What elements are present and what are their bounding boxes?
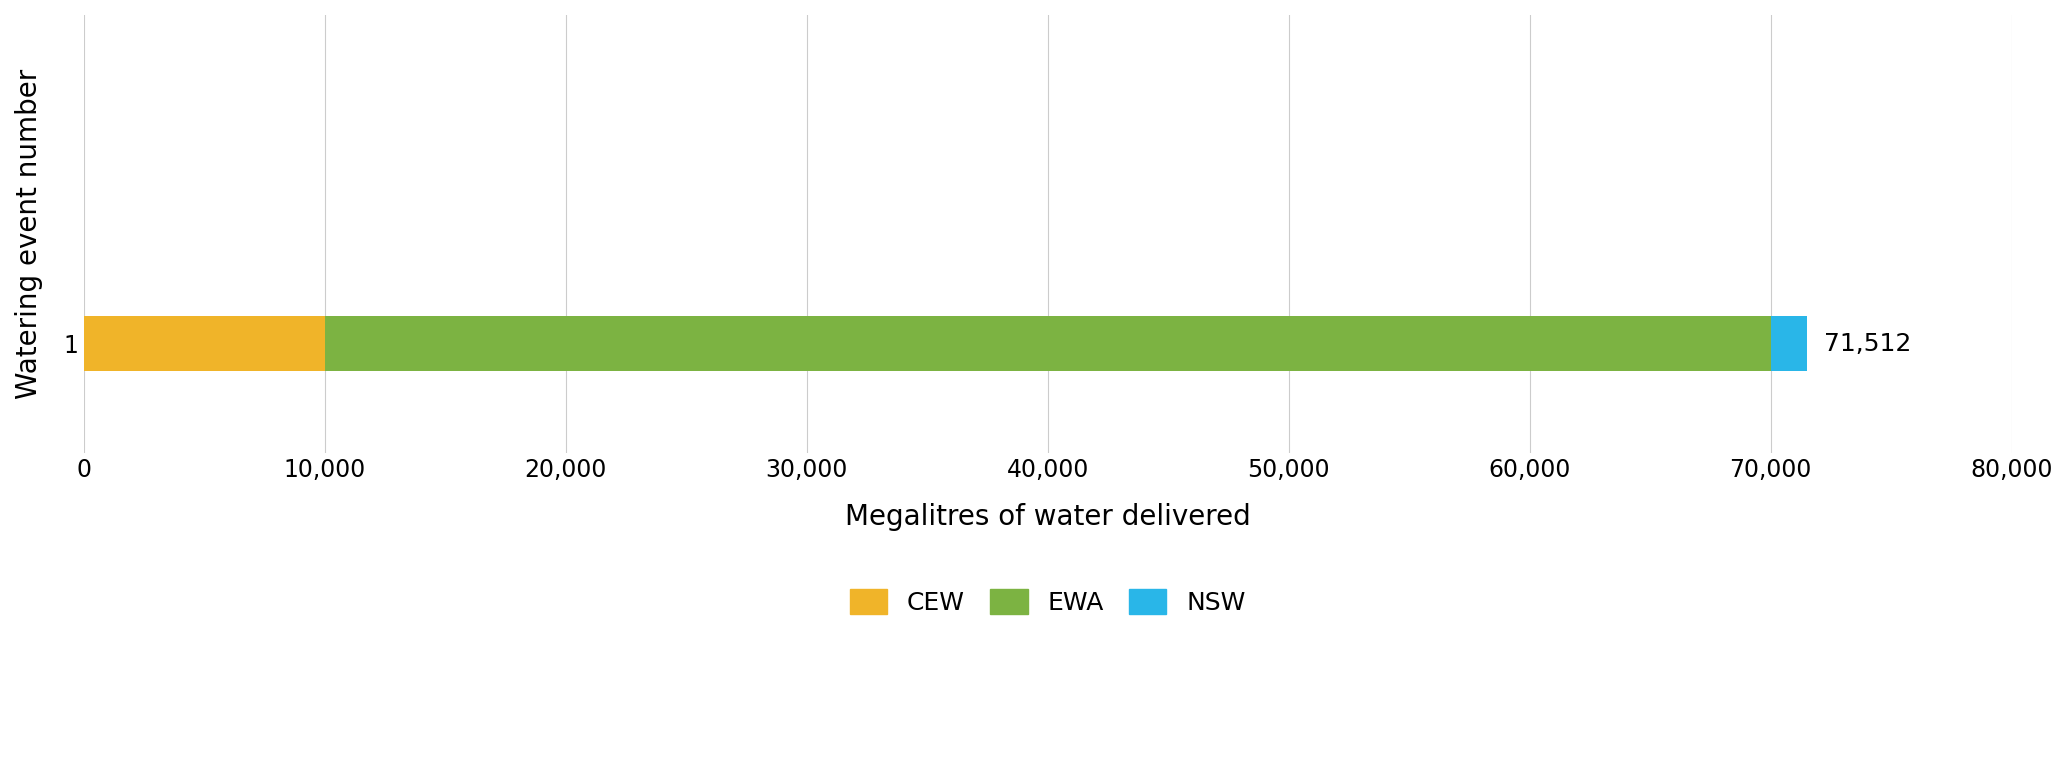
Bar [325, 316, 1770, 371]
Text: 71,512: 71,512 [1824, 332, 1911, 356]
Bar [1770, 316, 1807, 371]
X-axis label: Megalitres of water delivered: Megalitres of water delivered [846, 503, 1251, 531]
Bar [83, 316, 325, 371]
Y-axis label: Watering event number: Watering event number [14, 69, 43, 400]
Legend: CEW, EWA, NSW: CEW, EWA, NSW [840, 578, 1255, 625]
